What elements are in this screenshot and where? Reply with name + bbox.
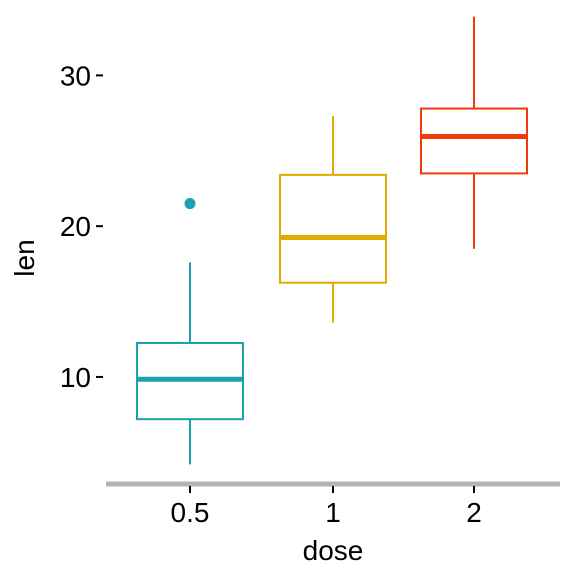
x-tick-label: 1 (325, 497, 341, 528)
y-tick-label: 10 (60, 362, 91, 393)
y-tick-label: 20 (60, 211, 91, 242)
y-axis: 10 20 30 (60, 60, 103, 393)
y-tick-label: 30 (60, 60, 91, 91)
x-axis: 0.5 1 2 (171, 486, 482, 528)
y-axis-title: len (9, 239, 40, 276)
outlier-point (184, 198, 196, 210)
box-1 (279, 116, 387, 323)
x-axis-title: dose (303, 535, 364, 566)
box-iqr (279, 173, 387, 284)
box-0.5 (136, 198, 244, 465)
x-tick-label: 0.5 (171, 497, 210, 528)
box-2 (420, 16, 528, 249)
x-tick-label: 2 (466, 497, 482, 528)
boxes-layer (136, 16, 528, 465)
box-iqr (420, 107, 528, 175)
